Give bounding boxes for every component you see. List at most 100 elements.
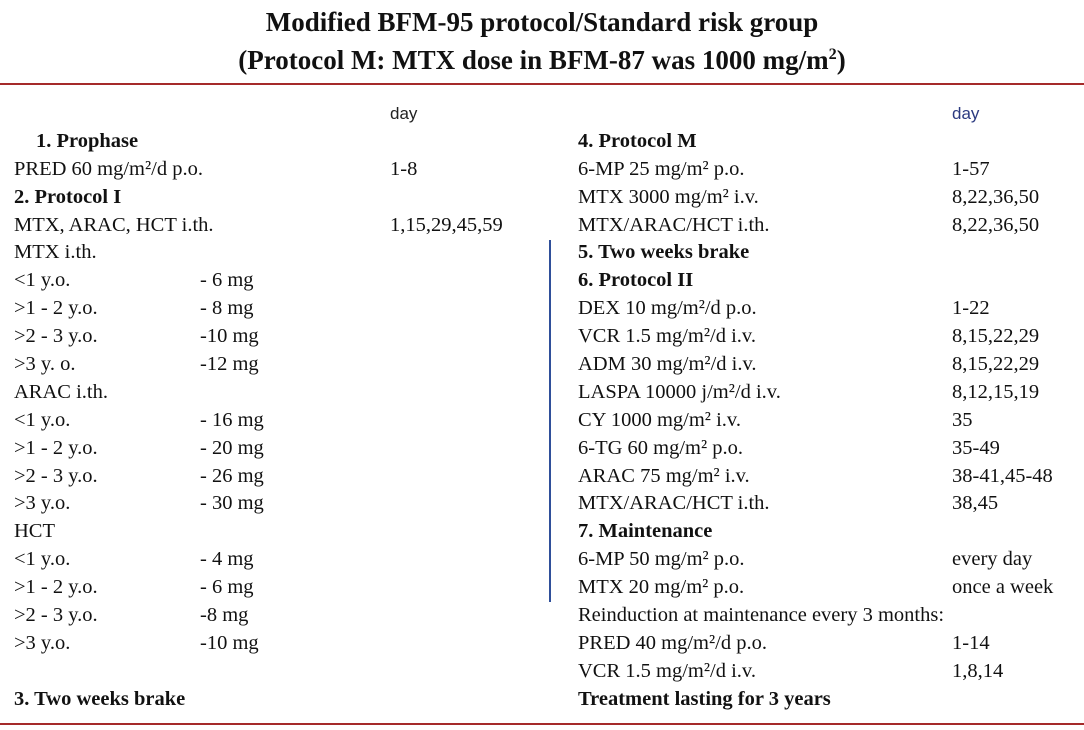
row-dose: - 4 mg [200, 548, 254, 571]
row-label: >3 y.o. [14, 631, 71, 654]
left-row-0: 1. Prophase [14, 128, 544, 156]
row-dose: - 6 mg [200, 269, 254, 292]
row-label: 6-TG 60 mg/m² p.o. [578, 436, 744, 459]
row-day: 35-49 [952, 436, 1000, 459]
left-row-19 [14, 658, 544, 686]
row-label: MTX/ARAC/HCT i.th. [578, 213, 770, 236]
row-label: ARAC i.th. [14, 380, 108, 403]
right-row-6: DEX 10 mg/m²/d p.o. 1-22 [578, 295, 1078, 323]
right-column: day 4. Protocol M 6-MP 25 mg/m² p.o. 1-57 M… [578, 100, 1078, 714]
right-row-8: ADM 30 mg/m²/d i.v. 8,15,22,29 [578, 351, 1078, 379]
left-row-18: >3 y.o. -10 mg [14, 630, 544, 658]
left-row-11: >1 - 2 y.o. - 20 mg [14, 435, 544, 463]
row-dose: -10 mg [200, 325, 259, 348]
row-label: ARAC 75 mg/m² i.v. [578, 464, 750, 487]
row-day: 1,15,29,45,59 [390, 213, 503, 236]
row-label: CY 1000 mg/m² i.v. [578, 408, 741, 431]
right-row-11: 6-TG 60 mg/m² p.o. 35-49 [578, 435, 1078, 463]
left-row-1: PRED 60 mg/m²/d p.o. 1-8 [14, 156, 544, 184]
row-label: >1 - 2 y.o. [14, 436, 98, 459]
top-rule [0, 83, 1084, 85]
right-row-9: LASPA 10000 j/m²/d i.v. 8,12,15,19 [578, 379, 1078, 407]
left-row-20: 3. Two weeks brake [14, 686, 544, 714]
row-day: 1-57 [952, 157, 990, 180]
right-row-7: VCR 1.5 mg/m²/d i.v. 8,15,22,29 [578, 323, 1078, 351]
row-label: MTX 3000 mg/m² i.v. [578, 185, 759, 208]
section-heading: 1. Prophase [36, 129, 139, 152]
left-row-3: MTX, ARAC, HCT i.th. 1,15,29,45,59 [14, 212, 544, 240]
left-column: day 1. Prophase PRED 60 mg/m²/d p.o. 1-8 2.… [14, 100, 544, 714]
row-label: <1 y.o. [14, 269, 71, 292]
section-heading: 4. Protocol M [578, 129, 697, 152]
row-label: >2 - 3 y.o. [14, 464, 98, 487]
row-day: 8,12,15,19 [952, 380, 1040, 403]
right-row-18: PRED 40 mg/m²/d p.o. 1-14 [578, 630, 1078, 658]
row-label: <1 y.o. [14, 548, 71, 571]
row-label: >1 - 2 y.o. [14, 576, 98, 599]
row-day: 8,22,36,50 [952, 213, 1040, 236]
right-row-12: ARAC 75 mg/m² i.v. 38-41,45-48 [578, 463, 1078, 491]
row-dose: -12 mg [200, 353, 259, 376]
row-label: <1 y.o. [14, 408, 71, 431]
left-row-15: <1 y.o. - 4 mg [14, 546, 544, 574]
subtitle-superscript: 2 [828, 45, 837, 63]
row-day: 8,22,36,50 [952, 185, 1040, 208]
right-rows: 4. Protocol M 6-MP 25 mg/m² p.o. 1-57 MTX 3… [578, 128, 1078, 714]
row-day: 1-22 [952, 297, 990, 320]
right-row-1: 6-MP 25 mg/m² p.o. 1-57 [578, 156, 1078, 184]
right-row-3: MTX/ARAC/HCT i.th. 8,22,36,50 [578, 212, 1078, 240]
row-label: PRED 60 mg/m²/d p.o. [14, 157, 203, 180]
row-dose: -10 mg [200, 631, 259, 654]
row-label: >1 - 2 y.o. [14, 297, 98, 320]
row-label: PRED 40 mg/m²/d p.o. [578, 631, 767, 654]
left-row-16: >1 - 2 y.o. - 6 mg [14, 574, 544, 602]
left-row-12: >2 - 3 y.o. - 26 mg [14, 463, 544, 491]
right-day-header: day [952, 104, 980, 123]
right-row-0: 4. Protocol M [578, 128, 1078, 156]
right-row-5: 6. Protocol II [578, 267, 1078, 295]
row-label: >3 y.o. [14, 492, 71, 515]
left-day-header: day [390, 104, 418, 123]
row-dose: - 26 mg [200, 464, 264, 487]
right-day-header-row: day [578, 100, 1078, 128]
row-dose: - 6 mg [200, 576, 254, 599]
row-label: MTX i.th. [14, 241, 97, 264]
row-label: VCR 1.5 mg/m²/d i.v. [578, 325, 756, 348]
row-label: VCR 1.5 mg/m²/d i.v. [578, 659, 756, 682]
row-label: MTX/ARAC/HCT i.th. [578, 492, 770, 515]
right-row-13: MTX/ARAC/HCT i.th. 38,45 [578, 490, 1078, 518]
left-rows: 1. Prophase PRED 60 mg/m²/d p.o. 1-8 2. Pro… [14, 128, 544, 714]
row-dose: - 8 mg [200, 297, 254, 320]
row-label: 6-MP 50 mg/m² p.o. [578, 548, 745, 571]
section-heading: 5. Two weeks brake [578, 241, 750, 264]
row-day: every day [952, 548, 1033, 571]
right-row-14: 7. Maintenance [578, 518, 1078, 546]
row-label: LASPA 10000 j/m²/d i.v. [578, 380, 781, 403]
section-heading: 2. Protocol I [14, 185, 122, 208]
row-day: 8,15,22,29 [952, 325, 1040, 348]
row-label: >2 - 3 y.o. [14, 604, 98, 627]
left-row-10: <1 y.o. - 16 mg [14, 407, 544, 435]
right-row-16: MTX 20 mg/m² p.o. once a week [578, 574, 1078, 602]
right-row-19: VCR 1.5 mg/m²/d i.v. 1,8,14 [578, 658, 1078, 686]
row-day: 1,8,14 [952, 659, 1004, 682]
row-dose: - 30 mg [200, 492, 264, 515]
right-row-4: 5. Two weeks brake [578, 239, 1078, 267]
row-label: HCT [14, 520, 55, 543]
right-row-2: MTX 3000 mg/m² i.v. 8,22,36,50 [578, 184, 1078, 212]
left-row-5: <1 y.o. - 6 mg [14, 267, 544, 295]
left-row-17: >2 - 3 y.o. -8 mg [14, 602, 544, 630]
left-row-6: >1 - 2 y.o. - 8 mg [14, 295, 544, 323]
right-row-17: Reinduction at maintenance every 3 month… [578, 602, 1078, 630]
section-heading: 3. Two weeks brake [14, 687, 186, 710]
page-title: Modified BFM-95 protocol/Standard risk g… [0, 6, 1084, 38]
row-day: 38,45 [952, 492, 999, 515]
row-dose: -8 mg [200, 604, 249, 627]
left-day-header-row: day [14, 100, 544, 128]
right-row-15: 6-MP 50 mg/m² p.o. every day [578, 546, 1078, 574]
left-row-7: >2 - 3 y.o. -10 mg [14, 323, 544, 351]
column-divider [549, 240, 551, 602]
row-label: 6-MP 25 mg/m² p.o. [578, 157, 745, 180]
row-label: DEX 10 mg/m²/d p.o. [578, 297, 757, 320]
row-day: 1-8 [390, 157, 418, 180]
